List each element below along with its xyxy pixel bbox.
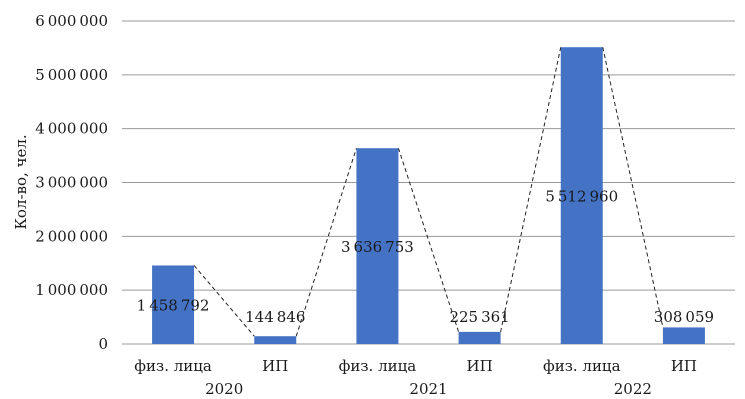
bar [254, 336, 297, 344]
x-category-label: физ. лица [339, 357, 417, 375]
data-label: 308 059 [654, 308, 714, 326]
y-axis-label: Кол-во, чел. [12, 134, 30, 229]
x-group-label: 2020 [205, 380, 243, 398]
x-group-label: 2021 [409, 380, 447, 398]
y-axis-ticks: 0 1 000 000 2 000 000 3 000 000 4 000 000 5 0… [35, 12, 108, 353]
x-category-label: ИП [466, 357, 492, 375]
x-axis-group-labels: 2020 2021 2022 [205, 380, 652, 398]
bars [152, 47, 705, 344]
x-category-label: ИП [671, 357, 697, 375]
y-tick-label: 5 000 000 [35, 66, 108, 84]
dashed-connector-line [193, 47, 664, 337]
bar [152, 265, 195, 344]
data-label: 1 458 792 [137, 297, 210, 315]
y-tick-label: 0 [98, 335, 108, 353]
bar [356, 148, 399, 344]
y-tick-label: 3 000 000 [35, 174, 108, 192]
bar [560, 47, 603, 344]
data-label: 144 846 [245, 308, 305, 326]
data-label: 225 361 [449, 308, 509, 326]
bar [458, 331, 501, 344]
x-category-label: физ. лица [134, 357, 212, 375]
data-label: 5 512 960 [545, 188, 618, 206]
y-tick-label: 6 000 000 [35, 12, 108, 30]
y-tick-label: 2 000 000 [35, 227, 108, 245]
bar [662, 327, 705, 344]
x-category-label: ИП [262, 357, 288, 375]
data-label: 3 636 753 [341, 238, 414, 256]
data-labels: 1 458 792 144 846 3 636 753 225 361 5 512 96… [137, 188, 714, 326]
gridlines [122, 20, 735, 345]
y-tick-label: 4 000 000 [35, 120, 108, 138]
y-tick-label: 1 000 000 [35, 281, 108, 299]
x-axis-category-labels: физ. лица ИП физ. лица ИП физ. лица ИП [134, 357, 697, 375]
x-group-label: 2022 [614, 380, 652, 398]
x-category-label: физ. лица [543, 357, 621, 375]
